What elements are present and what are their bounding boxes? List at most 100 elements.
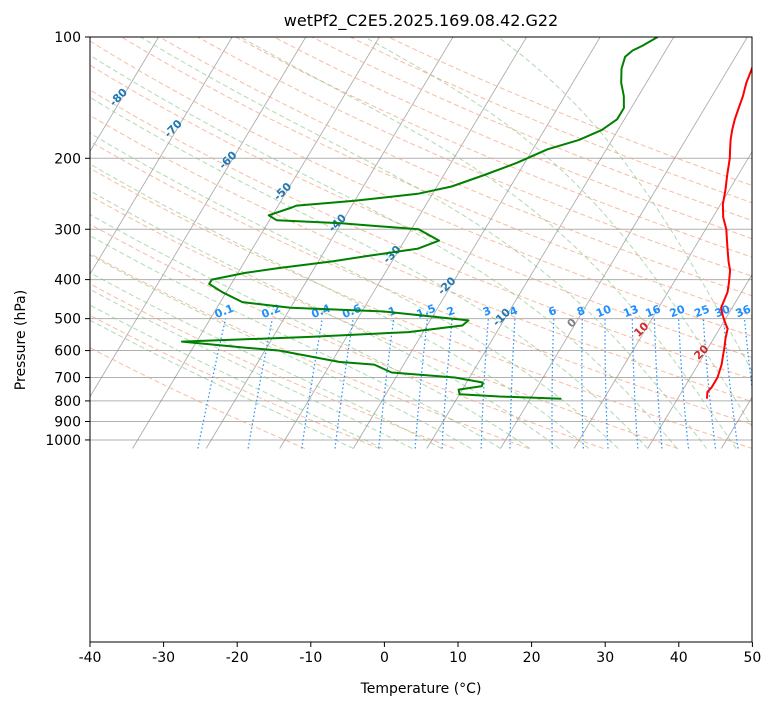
moist-adiabat-line	[90, 288, 413, 449]
moist-adiabat-line	[90, 304, 383, 449]
y-tick-label: 700	[54, 371, 81, 387]
isotherm-label: -90	[52, 54, 75, 77]
mixing-ratio-line	[723, 318, 739, 449]
moist-adiabat-line	[364, 37, 752, 428]
isotherm-line	[426, 37, 675, 449]
isotherm-label: -20	[435, 274, 458, 297]
x-tick-label: 10	[449, 650, 467, 666]
isotherm-label: -50	[271, 180, 294, 203]
y-tick-label: 200	[54, 151, 81, 167]
mixing-ratio-label: 2	[445, 304, 457, 319]
moist-adiabat-line	[90, 235, 501, 449]
dry-adiabat-line	[272, 37, 752, 240]
dewpoint-profile-line	[180, 37, 659, 400]
reference-lines	[90, 37, 752, 449]
mixing-ratio-line	[301, 318, 323, 449]
mixing-ratio-line	[653, 318, 663, 449]
mixing-ratio-line	[334, 318, 354, 449]
moist-adiabat-line	[90, 319, 354, 449]
mixing-ratio-label: 20	[668, 302, 687, 320]
moist-adiabat-line	[90, 272, 442, 449]
mixing-ratio-line	[247, 318, 273, 449]
x-tick-label: 50	[743, 650, 761, 666]
mixing-ratio-label: 10	[594, 302, 613, 320]
x-tick-label: 30	[596, 650, 614, 666]
moist-adiabat-line	[240, 37, 737, 449]
mixing-ratio-line	[551, 318, 555, 449]
y-axis-title: Pressure (hPa)	[13, 290, 29, 390]
mixing-ratio-line	[414, 318, 428, 449]
isotherm-label: 20	[691, 342, 711, 362]
mixing-ratio-label: 6	[546, 304, 558, 319]
moist-adiabat-line	[90, 190, 560, 449]
y-tick-label: 800	[54, 394, 81, 410]
isotherm-label: -100	[0, 20, 23, 49]
temperature-profile-line	[706, 65, 752, 399]
mixing-ratio-line	[197, 318, 227, 449]
mixing-ratio-label: 13	[621, 303, 640, 321]
isotherm-label: 10	[631, 319, 651, 339]
dry-adiabat-line	[90, 167, 752, 449]
sounding-profiles	[180, 37, 752, 400]
moist-adiabat-line	[90, 163, 590, 449]
dry-adiabat-line	[90, 314, 380, 449]
x-tick-label: -30	[152, 650, 175, 666]
dry-adiabat-line	[90, 223, 604, 449]
mixing-ratio-label: 8	[575, 304, 587, 319]
dry-adiabat-line	[196, 37, 752, 277]
dry-adiabat-line	[158, 37, 752, 297]
y-tick-label: 400	[54, 273, 81, 289]
x-tick-label: 40	[670, 650, 688, 666]
x-tick-label: -10	[299, 650, 322, 666]
isotherm-line	[205, 37, 454, 449]
isotherm-label: -80	[107, 86, 130, 109]
moist-adiabat-line	[90, 132, 619, 449]
y-axis: 100 200 300 400 500 600 700 800 900 1000	[45, 30, 90, 449]
isotherm-label: -70	[162, 117, 185, 140]
y-tick-label: 300	[54, 222, 81, 238]
dry-adiabat-line	[310, 37, 752, 222]
mixing-ratio-label: 36	[734, 302, 753, 320]
isotherm-line	[90, 37, 233, 275]
isotherm-line	[500, 37, 748, 449]
moist-adiabat-line	[497, 37, 752, 373]
isotherm-label: -60	[216, 148, 239, 171]
mixing-ratio-line	[581, 318, 584, 449]
dry-adiabat-line	[90, 64, 752, 358]
moist-adiabat-line	[140, 37, 707, 449]
isotherm-line	[647, 273, 752, 449]
x-axis-title: Temperature (°C)	[360, 681, 482, 697]
mixing-ratio-line	[678, 318, 690, 449]
mixing-ratio-line	[441, 318, 453, 449]
dry-adiabat-line	[90, 89, 752, 380]
mixing-ratio-label: 3	[481, 304, 493, 319]
dry-adiabat-line	[90, 40, 752, 337]
isotherm-line	[90, 37, 307, 398]
mixing-ratio-line	[378, 318, 395, 449]
mixing-ratio-line	[702, 318, 717, 449]
x-tick-label: -20	[226, 650, 249, 666]
mixing-ratio-line	[631, 318, 639, 449]
isotherm-line	[720, 396, 752, 449]
isotherm-label: 30	[753, 362, 773, 382]
y-tick-label: 100	[54, 30, 81, 46]
isotherm-line	[132, 37, 380, 449]
x-tick-label: -40	[79, 650, 102, 666]
mixing-ratio-label: 25	[692, 303, 711, 321]
y-tick-label: 600	[54, 344, 81, 360]
x-tick-label: 0	[380, 650, 389, 666]
mixing-ratio-label: 16	[644, 302, 663, 320]
isotherm-line	[90, 37, 160, 153]
moist-adiabat-line	[90, 96, 649, 449]
mixing-ratio-line	[509, 318, 516, 449]
dry-adiabat-line	[234, 37, 752, 258]
isotherm-line	[573, 151, 752, 449]
mixing-ratio-line	[604, 318, 609, 449]
plot-frame	[89, 36, 753, 643]
mixing-ratio-line	[743, 318, 752, 392]
y-tick-label: 500	[54, 312, 81, 328]
dry-adiabat-line	[90, 195, 679, 449]
y-tick-label: 900	[54, 415, 81, 431]
isotherm-line	[352, 37, 601, 449]
